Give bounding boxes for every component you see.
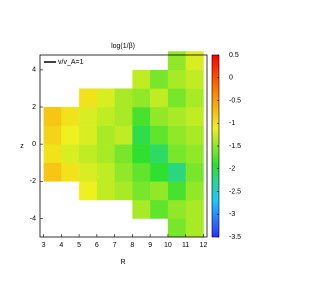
heat-cell — [167, 199, 186, 219]
heat-cell — [61, 162, 80, 182]
heat-cell — [114, 107, 133, 126]
heat-cell — [150, 107, 169, 126]
heat-cell — [185, 125, 204, 145]
heat-cell — [114, 88, 133, 108]
heat-cell — [167, 162, 186, 182]
heat-cell — [96, 181, 115, 201]
colorbar-tick-label: -3.5 — [229, 234, 241, 241]
heat-cell — [43, 162, 62, 182]
chart: log(1/β) R z 3 4 5 6 7 8 9 10 11 12 -4 -2 0 2 4 -3.5 -3 -… — [20, 43, 241, 266]
heat-cell — [167, 69, 186, 89]
x-axis-label: R — [120, 259, 125, 266]
heat-cell — [132, 125, 151, 145]
colorbar-tick-label: 0.5 — [229, 52, 239, 59]
heat-cell — [185, 199, 204, 219]
heat-cell — [79, 88, 98, 108]
heat-cell — [96, 162, 115, 182]
heat-cell — [150, 125, 169, 145]
heat-cell — [150, 181, 169, 201]
heat-cell — [167, 125, 186, 145]
heat-cell — [185, 51, 204, 71]
heat-cell — [167, 88, 186, 108]
x-tick-label: 12 — [200, 242, 208, 249]
y-tick-label: 4 — [32, 67, 36, 74]
heat-cell — [114, 162, 133, 182]
heat-cell — [167, 51, 186, 71]
heat-cell — [79, 144, 98, 164]
heat-cell — [150, 162, 169, 182]
heat-cell — [150, 88, 169, 108]
x-tick-label: 8 — [130, 242, 134, 249]
x-tick-label: 7 — [113, 242, 117, 249]
heat-cell — [79, 162, 98, 182]
heat-cell — [61, 107, 80, 126]
heat-cell — [185, 162, 204, 182]
chart-title: log(1/β) — [111, 43, 135, 50]
y-tick-label: 0 — [32, 141, 36, 148]
heat-cell — [96, 88, 115, 108]
heat-cell — [96, 125, 115, 145]
heat-cell — [132, 88, 151, 108]
heat-cell — [185, 218, 204, 238]
heat-cell — [114, 181, 133, 201]
heat-cell — [132, 199, 151, 219]
heat-cell — [185, 144, 204, 164]
y-tick-label: 2 — [32, 104, 36, 111]
heat-cell — [185, 107, 204, 126]
heat-cell — [167, 107, 186, 126]
colorbar-tick-label: -2.5 — [229, 188, 241, 195]
colorbar-tick-label: -0.5 — [229, 97, 241, 104]
x-tick-label: 5 — [77, 242, 81, 249]
heat-cell — [150, 199, 169, 219]
heat-cell — [132, 69, 151, 89]
heat-cell — [150, 69, 169, 89]
x-tick-label: 4 — [59, 242, 63, 249]
colorbar-tick-label: -3 — [229, 211, 235, 218]
x-tick-label: 6 — [95, 242, 99, 249]
x-tick-label: 11 — [182, 242, 189, 249]
heat-cell — [167, 218, 186, 238]
heat-cell — [79, 181, 98, 201]
heat-cell — [96, 144, 115, 164]
heat-cell — [185, 69, 204, 89]
heat-cell — [185, 181, 204, 201]
colorbar-tick-label: 0 — [229, 75, 233, 82]
heat-cell — [185, 88, 204, 108]
y-tick-label: -2 — [30, 178, 36, 185]
heat-cell — [132, 144, 151, 164]
heat-cell — [79, 107, 98, 126]
heat-cell — [167, 144, 186, 164]
heat-cell — [43, 107, 62, 126]
heat-cell — [96, 107, 115, 126]
legend-label: v/v_A=1 — [58, 59, 84, 66]
x-tick-label: 9 — [148, 242, 152, 249]
heat-cell — [132, 107, 151, 126]
heat-cell — [114, 144, 133, 164]
x-tick-label: 10 — [164, 242, 172, 249]
colorbar-tick-label: -1 — [229, 120, 235, 127]
heat-cell — [61, 125, 80, 145]
x-tick-label: 3 — [42, 242, 46, 249]
y-tick-label: -4 — [30, 215, 36, 222]
heat-cell — [150, 144, 169, 164]
heat-cell — [132, 181, 151, 201]
y-axis-label: z — [20, 143, 24, 150]
heat-cell — [79, 125, 98, 145]
colorbar-tick-label: -2 — [229, 166, 235, 173]
heat-cell — [61, 144, 80, 164]
heat-cell — [114, 125, 133, 145]
colorbar-tick-label: -1.5 — [229, 143, 241, 150]
heat-cell — [43, 144, 62, 164]
heat-cell — [167, 181, 186, 201]
plot-frame — [39, 54, 208, 238]
heat-cell — [132, 162, 151, 182]
heat-cell — [43, 125, 62, 145]
